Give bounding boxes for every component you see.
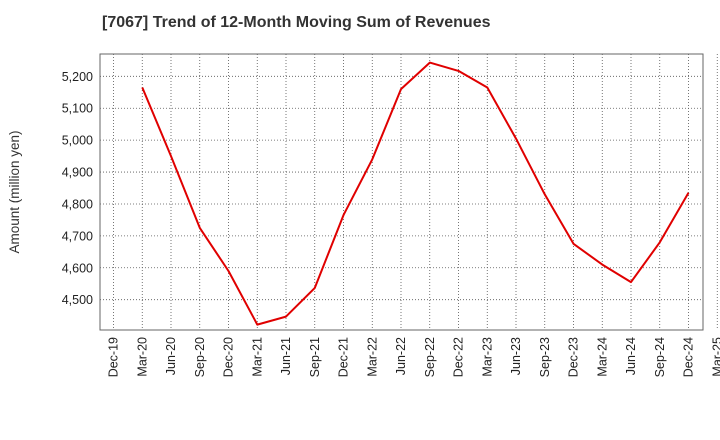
series-layer — [141, 61, 690, 326]
x-tick-label: Jun-20 — [164, 337, 178, 375]
y-axis-label: Amount (million yen) — [7, 130, 22, 253]
x-tick-label: Sep-23 — [538, 337, 552, 377]
x-tick-label: Sep-20 — [193, 337, 207, 377]
x-tick-label: Dec-20 — [222, 337, 236, 377]
x-tick-label: Jun-21 — [279, 337, 293, 375]
x-tick-label: Dec-21 — [337, 337, 351, 377]
x-tick-label: Jun-24 — [624, 337, 638, 375]
y-tick-label: 5,200 — [62, 70, 93, 84]
x-tick-label: Mar-23 — [480, 337, 494, 377]
y-tick-label: 4,800 — [62, 197, 93, 211]
x-tick-label: Mar-20 — [135, 337, 149, 377]
x-tick-label: Dec-23 — [567, 337, 581, 377]
y-tick-label: 4,900 — [62, 166, 93, 180]
x-tick-labels: Dec-19 Mar-20 Jun-20 Sep-20 Dec-20 Mar-21 Jun-… — [107, 337, 720, 377]
y-tick-label: 4,500 — [62, 293, 93, 307]
x-tick-label: Sep-22 — [423, 337, 437, 377]
plot-frame — [99, 53, 704, 331]
y-tick-labels: 4,500 4,600 4,700 4,800 4,900 5,000 5,100 5,200 — [62, 70, 93, 307]
x-tick-label: Sep-24 — [653, 337, 667, 377]
x-tick-label: Sep-21 — [308, 337, 322, 377]
x-tick-label: Dec-19 — [107, 337, 121, 377]
x-tick-label: Mar-22 — [365, 337, 379, 377]
y-tick-label: 4,600 — [62, 261, 93, 275]
x-tick-label: Mar-25 — [710, 337, 720, 377]
grid-lines — [100, 54, 718, 330]
x-tick-label: Jun-22 — [394, 337, 408, 375]
y-tick-label: 5,100 — [62, 102, 93, 116]
x-tick-label: Dec-22 — [452, 337, 466, 377]
x-tick-label: Dec-24 — [682, 337, 696, 377]
x-tick-label: Jun-23 — [509, 337, 523, 375]
y-tick-label: 4,700 — [62, 229, 93, 243]
x-tick-label: Mar-21 — [250, 337, 264, 377]
y-tick-label: 5,000 — [62, 134, 93, 148]
series-line — [141, 61, 690, 326]
chart-title: [7067] Trend of 12-Month Moving Sum of R… — [102, 14, 491, 31]
x-tick-label: Mar-24 — [595, 337, 609, 377]
